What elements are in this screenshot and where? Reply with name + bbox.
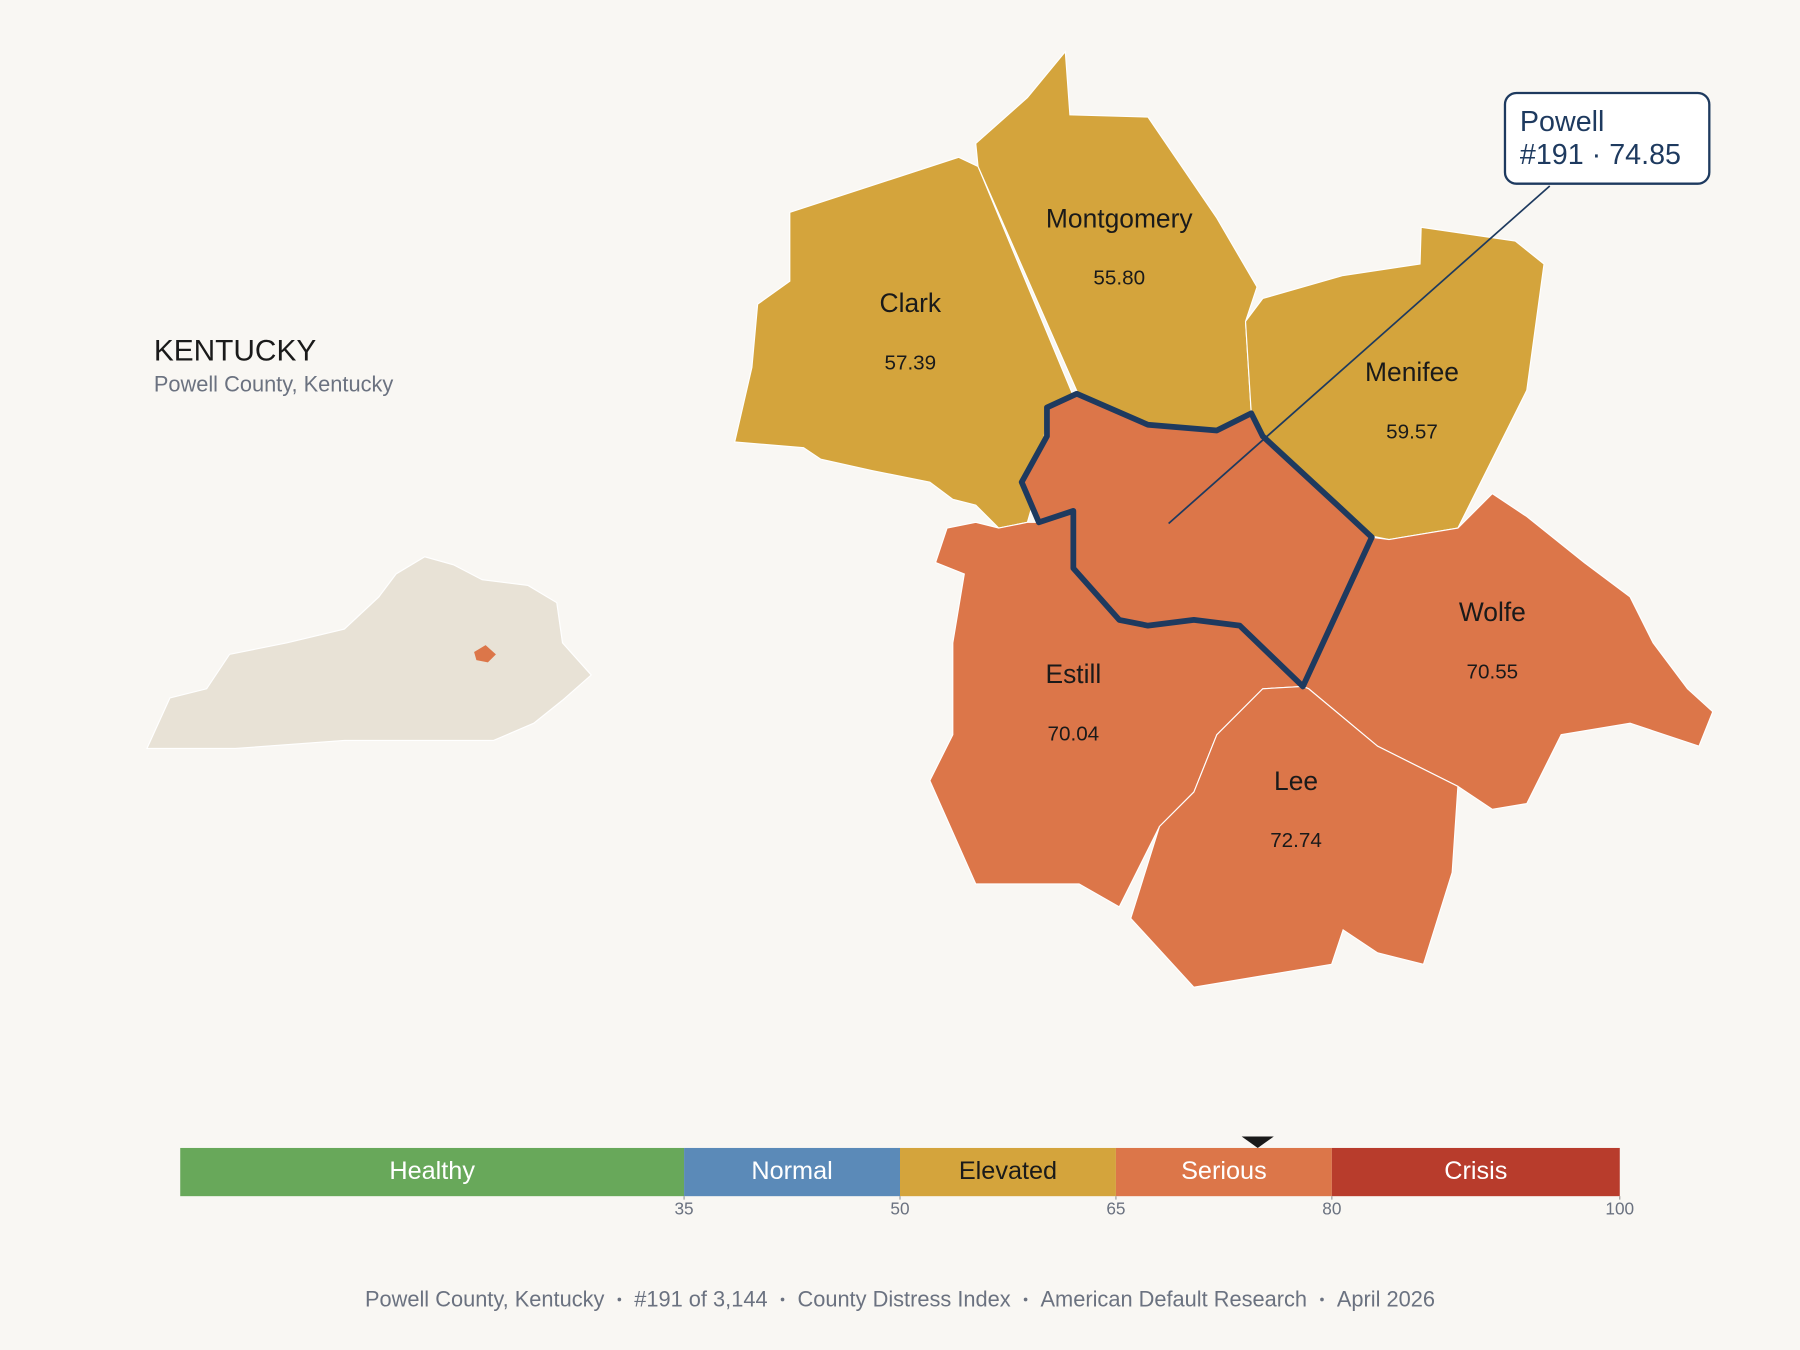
legend-label: Normal (751, 1157, 832, 1185)
legend-tick-label: 65 (1106, 1199, 1125, 1219)
county (1130, 685, 1459, 988)
footer-item: #191 of 3,144 (634, 1286, 767, 1311)
legend-label: Elevated (959, 1157, 1057, 1185)
footer-item: Powell County, Kentucky (365, 1286, 605, 1311)
legend-band (684, 1147, 900, 1197)
footer-item: County Distress Index (797, 1286, 1010, 1311)
callout-leader (1168, 185, 1551, 525)
county-value: 70.55 (1466, 660, 1518, 683)
legend-band (180, 1147, 685, 1197)
county-value: 57.39 (884, 352, 936, 375)
legend-tick-label: 100 (1605, 1199, 1634, 1219)
state-inset (146, 556, 593, 750)
legend-tick-label: 80 (1322, 1199, 1341, 1219)
county-value: 72.74 (1270, 829, 1322, 852)
footer-item: American Default Research (1041, 1286, 1308, 1311)
footer: Powell County, Kentucky #191 of 3,144 Coun… (365, 1286, 1435, 1311)
county-name: Lee (1274, 766, 1318, 796)
focus-county (1018, 390, 1375, 690)
legend-band (1331, 1147, 1620, 1197)
county-name: Estill (1045, 659, 1101, 689)
legend-label: Healthy (389, 1157, 475, 1185)
callout-detail: #191 · 74.85 (1520, 139, 1681, 171)
legend-label: Crisis (1444, 1157, 1507, 1185)
county-value: 55.80 (1093, 267, 1145, 290)
subtitle: Powell County, Kentucky (154, 371, 394, 396)
legend-tick-label: 50 (890, 1199, 909, 1219)
legend-label: Serious (1181, 1157, 1267, 1185)
footer-dot (1023, 1297, 1028, 1302)
footer-dot (780, 1297, 785, 1302)
county-name: Montgomery (1046, 203, 1193, 233)
legend-tick-label: 35 (674, 1199, 693, 1219)
callout-name: Powell (1520, 106, 1605, 138)
county-value: 70.04 (1047, 722, 1099, 745)
footer-dot (1320, 1297, 1324, 1302)
callout-box (1503, 91, 1711, 185)
footer-item: April 2026 (1337, 1286, 1435, 1311)
county-name: Clark (880, 288, 942, 318)
value-marker (1241, 1136, 1274, 1148)
footer-dot (617, 1297, 622, 1302)
legend-band (1115, 1147, 1332, 1197)
legend-band (900, 1147, 1116, 1197)
county-name: Menifee (1365, 357, 1459, 387)
county-name: Wolfe (1459, 597, 1526, 627)
county-value: 59.57 (1386, 421, 1438, 444)
title: KENTUCKY (154, 334, 317, 367)
